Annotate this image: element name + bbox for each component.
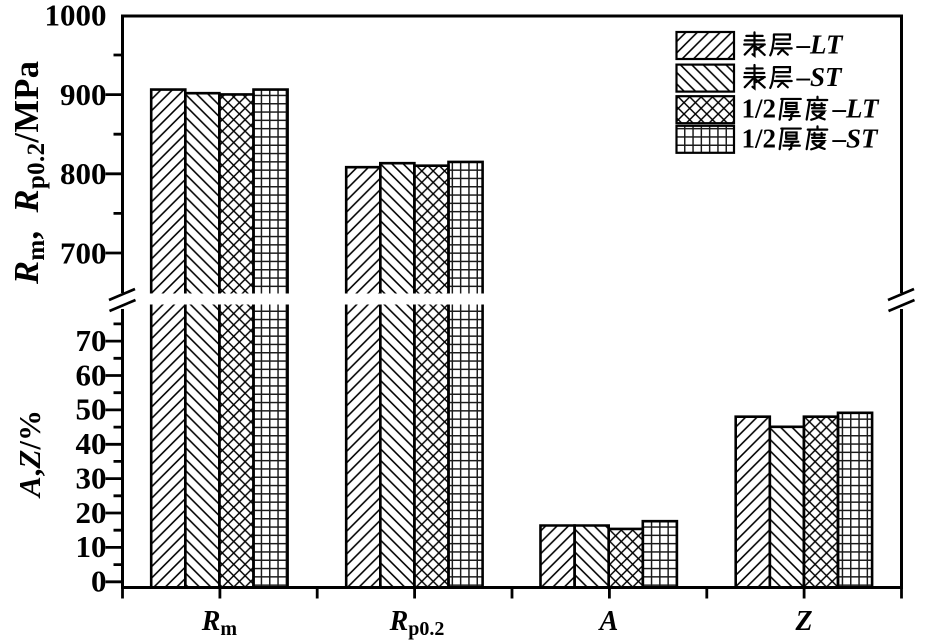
svg-text:Rp0.2: Rp0.2 <box>389 606 445 640</box>
svg-text:800: 800 <box>60 156 107 191</box>
svg-text:A,Z/%: A,Z/% <box>12 410 47 499</box>
svg-text:–LT: –LT <box>832 94 881 124</box>
svg-text:0: 0 <box>91 564 107 599</box>
svg-text:900: 900 <box>60 77 107 112</box>
svg-text:1/2: 1/2 <box>742 123 777 153</box>
svg-text:700: 700 <box>60 235 107 270</box>
svg-text:–LT: –LT <box>796 30 845 60</box>
svg-text:Rm, Rp0.2/MPa: Rm, Rp0.2/MPa <box>8 61 50 285</box>
svg-text:20: 20 <box>76 495 107 530</box>
svg-text:–ST: –ST <box>832 123 880 153</box>
svg-text:A: A <box>598 606 619 637</box>
svg-text:Rm: Rm <box>201 606 238 640</box>
svg-text:40: 40 <box>76 426 107 461</box>
svg-text:60: 60 <box>76 357 107 392</box>
svg-text:30: 30 <box>76 460 107 495</box>
svg-text:50: 50 <box>76 392 107 427</box>
svg-text:10: 10 <box>76 529 107 564</box>
svg-text:1/2: 1/2 <box>742 94 777 124</box>
svg-text:–ST: –ST <box>796 62 844 92</box>
svg-text:1000: 1000 <box>45 0 107 33</box>
svg-text:Z: Z <box>794 606 812 637</box>
svg-text:70: 70 <box>76 323 107 358</box>
